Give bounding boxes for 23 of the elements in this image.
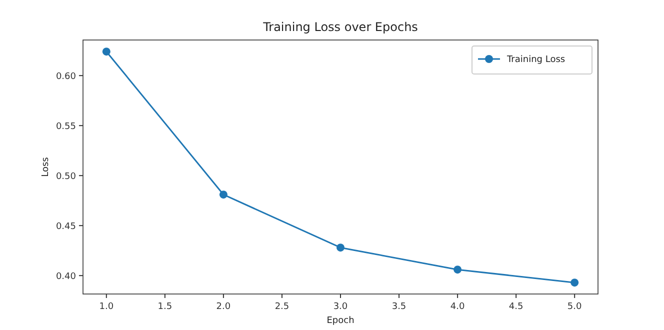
x-tick-label: 2.5 [274,302,290,312]
y-tick-label: 0.55 [56,122,76,132]
point [102,48,110,56]
x-axis-title: Epoch [326,316,354,326]
y-tick-label: 0.50 [56,172,76,182]
point [219,190,228,199]
point [570,278,579,287]
y-axis-title: Loss [41,156,51,177]
x-tick-label: 1.5 [158,302,172,312]
point [454,266,462,274]
y-tick-label: 0.60 [56,72,76,82]
x-tick-label: 1.0 [99,302,114,312]
x-tick-label: 4.0 [450,302,465,312]
x-tick-label: 3.0 [333,302,348,312]
x-tick-label: 3.5 [392,302,406,312]
point [336,244,344,252]
y-tick-label: 0.45 [56,222,76,232]
x-tick-label: 4.5 [508,302,524,312]
x-tick-label: 5.0 [567,302,582,312]
legend-label: Training Loss [506,55,566,66]
x-tick-label: 2.0 [216,302,231,312]
chart-title: Training Loss over Epochs [262,20,418,34]
y-tick-label: 0.40 [56,272,76,282]
